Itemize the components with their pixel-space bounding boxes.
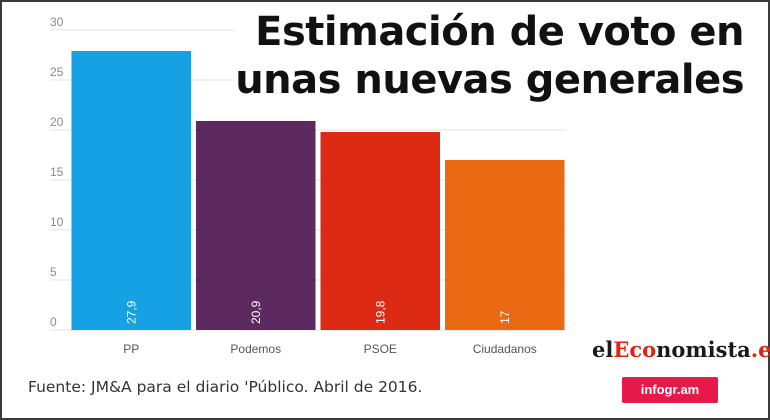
y-tick-label: 0 <box>50 315 57 329</box>
x-tick-label: PP <box>123 342 139 356</box>
bars <box>71 51 565 330</box>
chart-title-line-2: unas nuevas generales <box>235 56 744 104</box>
bar-value-label: 19,8 <box>373 300 387 324</box>
chart-title-line-1: Estimación de voto en <box>235 8 744 56</box>
x-tick-label: PSOE <box>364 342 397 356</box>
infogram-badge[interactable]: infogr.am <box>622 377 718 403</box>
eleconomista-logo: elEconomista.es <box>592 337 770 362</box>
bar-value-label: 17 <box>498 310 512 324</box>
bar-value-label: 20,9 <box>249 300 263 324</box>
bar-psoe <box>320 132 440 330</box>
labels: 0 5 10 15 20 25 30 27,9 PP 20,9 Podemos 19,8 PSOE 17 C… <box>50 15 537 356</box>
chart-title: Estimación de voto en unas nuevas genera… <box>235 8 744 104</box>
bar-pp <box>71 51 191 330</box>
logo-part-nomista: nomista <box>656 337 751 362</box>
bar-ciudadanos <box>445 160 565 330</box>
logo-part-el: el <box>592 337 614 362</box>
bar-podemos <box>196 121 316 330</box>
x-tick-label: Podemos <box>230 342 281 356</box>
logo-part-es: .es <box>750 337 770 362</box>
y-tick-label: 30 <box>50 15 64 29</box>
source-note: Fuente: JM&A para el diario 'Público. Ab… <box>28 378 423 396</box>
y-tick-label: 5 <box>50 265 57 279</box>
y-tick-label: 15 <box>50 165 64 179</box>
y-tick-label: 25 <box>50 65 64 79</box>
bar-value-label: 27,9 <box>124 300 138 324</box>
y-tick-label: 10 <box>50 215 64 229</box>
logo-part-eco: Eco <box>613 337 657 362</box>
y-tick-label: 20 <box>50 115 64 129</box>
x-tick-label: Ciudadanos <box>473 342 537 356</box>
